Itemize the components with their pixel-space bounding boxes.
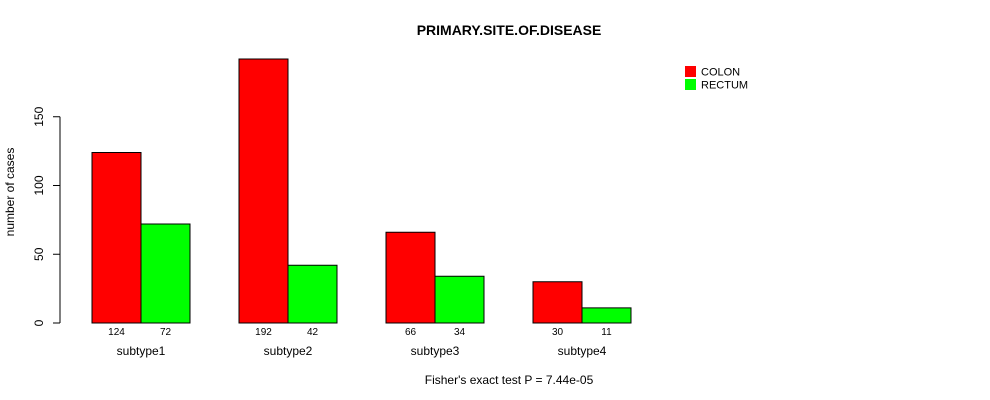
legend-swatch-colon bbox=[685, 66, 696, 77]
bar-rectum-subtype1 bbox=[140, 223, 191, 324]
bar-value-label: 42 bbox=[307, 327, 319, 338]
legend-label-rectum: RECTUM bbox=[701, 80, 748, 92]
bar-rectum-subtype3 bbox=[434, 275, 485, 324]
bar-value-label: 72 bbox=[160, 327, 172, 338]
bar-colon-subtype3 bbox=[385, 231, 436, 324]
y-tick-label: 150 bbox=[32, 106, 46, 126]
category-label: subtype3 bbox=[411, 344, 460, 358]
y-tick-label: 50 bbox=[32, 247, 46, 261]
bar-value-label: 124 bbox=[108, 327, 125, 338]
bars-group: 124 72 subtype1 192 42 subtype2 66 34 subtype3 30… bbox=[91, 58, 632, 358]
bar-colon-subtype2 bbox=[238, 58, 289, 324]
legend-label-colon: COLON bbox=[701, 67, 740, 79]
bar-value-label: 192 bbox=[255, 327, 272, 338]
y-axis: 0 50 100 150 bbox=[32, 106, 61, 326]
chart-subtitle: Fisher's exact test P = 7.44e-05 bbox=[425, 373, 594, 387]
bar-rectum-subtype2 bbox=[287, 264, 338, 324]
bar-colon-subtype1 bbox=[91, 152, 142, 324]
bar-value-label: 66 bbox=[405, 327, 417, 338]
bar-value-label: 11 bbox=[601, 327, 612, 338]
category-label: subtype2 bbox=[264, 344, 313, 358]
y-axis-label: number of cases bbox=[3, 148, 17, 237]
y-tick-label: 0 bbox=[32, 319, 46, 326]
chart-title: PRIMARY.SITE.OF.DISEASE bbox=[417, 22, 602, 38]
legend-swatch-rectum bbox=[685, 79, 696, 90]
category-label: subtype4 bbox=[558, 344, 607, 358]
category-label: subtype1 bbox=[117, 344, 166, 358]
y-tick-label: 100 bbox=[32, 175, 46, 195]
bar-colon-subtype4 bbox=[532, 281, 583, 324]
bar-value-label: 34 bbox=[454, 327, 466, 338]
bar-value-label: 30 bbox=[552, 327, 564, 338]
bar-rectum-subtype4 bbox=[581, 307, 632, 324]
